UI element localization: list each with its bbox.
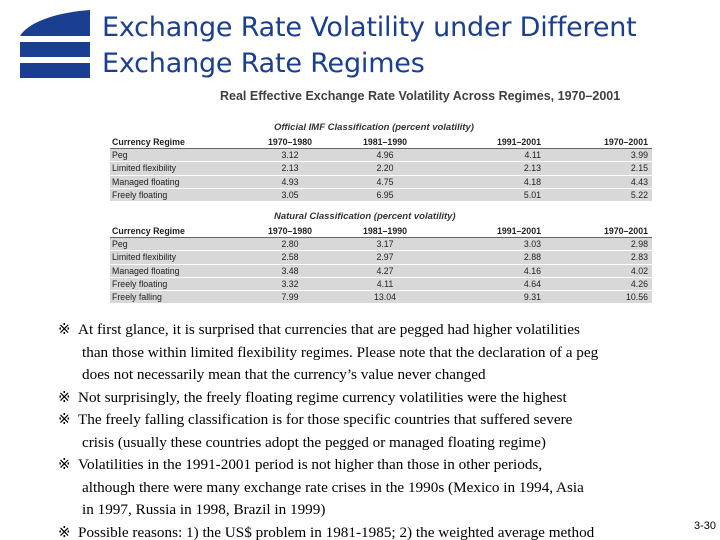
table-cell: 4.43 — [555, 175, 652, 189]
bullet-text: Possible reasons: 1) the US$ problem in … — [78, 523, 595, 540]
table-cell: 2.13 — [250, 161, 330, 176]
table-cell: 4.02 — [555, 264, 652, 278]
table-cell: 6.95 — [330, 188, 440, 203]
bullet-text: although there were many exchange rate c… — [82, 478, 584, 496]
volatility-table: Real Effective Exchange Rate Volatility … — [110, 86, 652, 312]
table-cell: 2.83 — [555, 250, 652, 265]
table-title: Real Effective Exchange Rate Volatility … — [220, 89, 621, 103]
bullet-list: ※ At first glance, it is surprised that … — [58, 319, 718, 540]
bullet-text: Not surprisingly, the freely floating re… — [78, 388, 567, 406]
header-cell: 1970–1980 — [250, 136, 330, 150]
reference-mark-icon: ※ — [58, 388, 71, 406]
table-cell: 4.64 — [440, 277, 555, 292]
table-row: Freely floating 3.05 6.95 5.01 5.22 — [110, 188, 652, 203]
table-cell: 5.22 — [555, 188, 652, 203]
slide-title-line-2: Exchange Rate Regimes — [102, 48, 425, 79]
table-cell: Peg — [110, 237, 250, 252]
table-cell: 2.20 — [330, 161, 440, 176]
bullet-item: ※ At first glance, it is surprised that … — [58, 319, 718, 387]
bullet-item: ※ The freely falling classification is f… — [58, 409, 718, 454]
bullet-text: in 1997, Russia in 1998, Brazil in 1999) — [82, 501, 326, 518]
natural-classification-table: Currency Regime 1970–1980 1981–1990 1991… — [110, 225, 652, 305]
table-cell: 2.98 — [555, 237, 652, 252]
table-row: Managed floating 3.48 4.27 4.16 4.02 — [110, 264, 652, 278]
page-number: 3-30 — [693, 520, 716, 532]
table-cell: 2.15 — [555, 161, 652, 176]
table-row: Managed floating 4.93 4.75 4.18 4.43 — [110, 175, 652, 189]
table-cell: 2.97 — [330, 250, 440, 265]
table-cell: 4.18 — [440, 175, 555, 189]
table-cell: 9.31 — [440, 290, 555, 305]
table-cell: 3.12 — [250, 148, 330, 163]
header-cell: 1970–1980 — [250, 225, 330, 239]
table-header-row: Currency Regime 1970–1980 1981–1990 1991… — [110, 136, 652, 150]
table-cell: Freely floating — [110, 277, 250, 292]
header-cell: 1970–2001 — [555, 136, 652, 150]
table-cell: 5.01 — [440, 188, 555, 203]
table-cell: Limited flexibility — [110, 161, 250, 176]
slide-title: Exchange Rate Volatility under Different… — [102, 10, 702, 82]
table-cell: 4.75 — [330, 175, 440, 189]
reference-mark-icon: ※ — [58, 523, 71, 540]
table-cell: 4.27 — [330, 264, 440, 278]
bullet-text: The freely falling classification is for… — [78, 411, 573, 428]
bullet-text: crisis (usually these countries adopt th… — [82, 433, 546, 451]
table-row: Limited flexibility 2.13 2.20 2.13 2.15 — [110, 161, 652, 176]
table-cell: 3.03 — [440, 237, 555, 252]
slide-title-line-1: Exchange Rate Volatility under Different — [102, 12, 637, 43]
bullet-text: Volatilities in the 1991-2001 period is … — [78, 456, 543, 473]
table-cell: 4.93 — [250, 175, 330, 189]
bullet-text: does not necessarily mean that the curre… — [82, 366, 486, 383]
reference-mark-icon: ※ — [58, 321, 71, 338]
table-row: Peg 2.80 3.17 3.03 2.98 — [110, 237, 652, 252]
header-cell: 1981–1990 — [330, 136, 440, 150]
table-cell: 2.13 — [440, 161, 555, 176]
table-cell: Freely falling — [110, 290, 250, 305]
table-header-row: Currency Regime 1970–1980 1981–1990 1991… — [110, 225, 652, 239]
table-cell: Freely floating — [110, 188, 250, 203]
table-cell: Peg — [110, 148, 250, 163]
reference-mark-icon: ※ — [58, 456, 71, 473]
table-cell: 3.48 — [250, 264, 330, 278]
slide-logo-icon — [20, 10, 90, 78]
bullet-text: than those within limited flexibility re… — [82, 343, 599, 361]
header-cell: 1991–2001 — [440, 136, 555, 150]
header-cell: 1981–1990 — [330, 225, 440, 239]
table-cell: 3.17 — [330, 237, 440, 252]
table-cell: Limited flexibility — [110, 250, 250, 265]
table-cell: 2.80 — [250, 237, 330, 252]
imf-classification-table: Currency Regime 1970–1980 1981–1990 1991… — [110, 136, 652, 203]
table-row: Peg 3.12 4.96 4.11 3.99 — [110, 148, 652, 163]
table-cell: 3.99 — [555, 148, 652, 163]
table-cell: 13.04 — [330, 290, 440, 305]
table-cell: 10.56 — [555, 290, 652, 305]
table-cell: 2.88 — [440, 250, 555, 265]
table-cell: 4.26 — [555, 277, 652, 292]
bullet-item: ※ Possible reasons: 1) the US$ problem i… — [58, 522, 718, 540]
imf-classification-subtitle: Official IMF Classification (percent vol… — [274, 122, 474, 133]
table-row: Freely floating 3.32 4.11 4.64 4.26 — [110, 277, 652, 292]
table-cell: Managed floating — [110, 175, 250, 189]
header-cell: 1991–2001 — [440, 225, 555, 239]
table-cell: 4.11 — [330, 277, 440, 292]
reference-mark-icon: ※ — [58, 411, 71, 428]
table-cell: 7.99 — [250, 290, 330, 305]
bullet-text: At first glance, it is surprised that cu… — [78, 321, 580, 338]
table-cell: 3.05 — [250, 188, 330, 203]
table-cell: 4.96 — [330, 148, 440, 163]
header-cell: 1970–2001 — [555, 225, 652, 239]
table-row: Freely falling 7.99 13.04 9.31 10.56 — [110, 290, 652, 305]
table-cell: 4.16 — [440, 264, 555, 278]
bullet-item: ※ Not surprisingly, the freely floating … — [58, 387, 718, 410]
header-cell: Currency Regime — [110, 136, 250, 150]
table-cell: 2.58 — [250, 250, 330, 265]
bullet-item: ※ Volatilities in the 1991-2001 period i… — [58, 454, 718, 522]
table-cell: Managed floating — [110, 264, 250, 278]
natural-classification-subtitle: Natural Classification (percent volatili… — [274, 211, 456, 222]
table-row: Limited flexibility 2.58 2.97 2.88 2.83 — [110, 250, 652, 265]
table-cell: 3.32 — [250, 277, 330, 292]
table-cell: 4.11 — [440, 148, 555, 163]
header-cell: Currency Regime — [110, 225, 250, 239]
